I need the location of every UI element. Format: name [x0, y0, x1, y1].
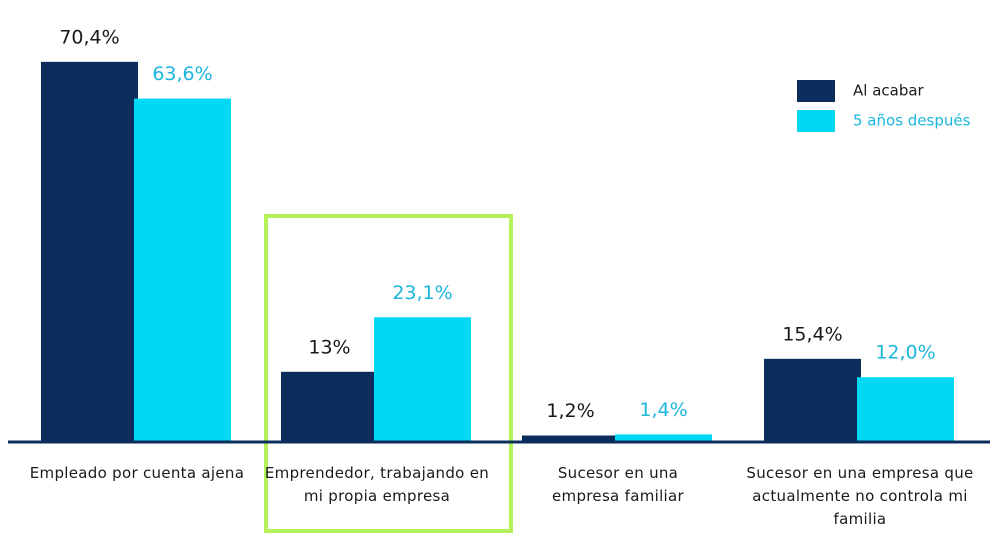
value-label: 23,1% [392, 282, 452, 304]
value-label: 63,6% [152, 63, 212, 85]
bar [522, 435, 619, 442]
legend-label: Al acabar [853, 82, 925, 100]
value-label: 13% [308, 336, 350, 358]
bar [41, 61, 138, 443]
bar [615, 434, 712, 442]
x-tick-label: Sucesor en una empresa familiar [552, 464, 684, 505]
value-label: 12,0% [875, 342, 935, 364]
value-label: 15,4% [782, 323, 842, 345]
x-tick-label: Sucesor en una empresa que actualmente n… [746, 464, 974, 528]
bar [281, 371, 378, 442]
legend-label: 5 años después [853, 112, 971, 130]
value-label: 70,4% [59, 26, 119, 48]
bar [374, 317, 471, 442]
bar [134, 98, 231, 442]
highlight-box [264, 214, 513, 533]
x-tick-label: Emprendedor, trabajando en mi propia emp… [264, 464, 490, 505]
legend-swatch [797, 80, 835, 102]
value-label: 1,2% [546, 400, 594, 422]
value-label: 1,4% [639, 399, 687, 421]
legend-swatch [797, 110, 835, 132]
x-tick-label: Empleado por cuenta ajena [29, 464, 245, 482]
bar [764, 358, 861, 442]
bar [857, 377, 954, 442]
